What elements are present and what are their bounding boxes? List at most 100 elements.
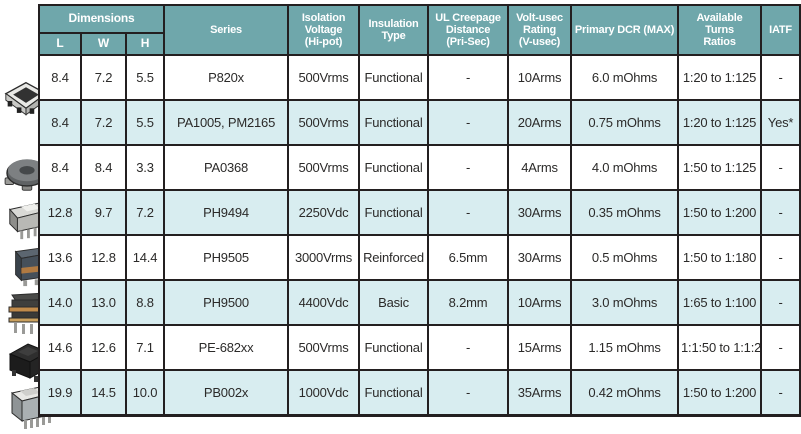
cell-isolation: 500Vrms bbox=[287, 99, 361, 146]
cell-insulation: Basic bbox=[358, 279, 430, 326]
cell-l: 19.9 bbox=[38, 369, 82, 417]
cell-dcr: 0.75 mOhms bbox=[570, 99, 680, 146]
header-turns-ratios: Available Turns Ratios bbox=[677, 4, 763, 56]
header-l: L bbox=[38, 32, 82, 56]
header-dimensions: Dimensions bbox=[37, 4, 166, 34]
cell-creepage: - bbox=[427, 324, 510, 371]
header-w: W bbox=[80, 32, 127, 56]
cell-creepage: 8.2mm bbox=[427, 279, 510, 326]
cell-creepage: - bbox=[427, 144, 510, 191]
cell-h: 5.5 bbox=[124, 99, 166, 146]
header-series: Series bbox=[163, 4, 290, 56]
cell-iatf: - bbox=[760, 144, 801, 191]
cell-volt-usec: 20Arms bbox=[507, 99, 573, 146]
cell-series: PH9500 bbox=[163, 279, 290, 326]
header-iatf: IATF bbox=[760, 4, 801, 56]
cell-iatf: - bbox=[760, 189, 801, 236]
cell-series: PH9494 bbox=[163, 189, 290, 236]
table-row: 8.4 7.2 5.5 P820x 500Vrms Functional - 1… bbox=[38, 54, 801, 101]
cell-creepage: 6.5mm bbox=[427, 234, 510, 281]
cell-l: 8.4 bbox=[38, 144, 82, 191]
header-ul-creepage: UL Creepage Distance (Pri-Sec) bbox=[427, 4, 510, 56]
cell-dcr: 3.0 mOhms bbox=[570, 279, 680, 326]
cell-iatf: - bbox=[760, 324, 801, 371]
cell-series: P820x bbox=[163, 54, 290, 101]
cell-isolation: 4400Vdc bbox=[287, 279, 361, 326]
cell-isolation: 3000Vrms bbox=[287, 234, 361, 281]
cell-isolation: 2250Vdc bbox=[287, 189, 361, 236]
cell-turns: 1:1:50 to 1:1:200 bbox=[677, 324, 763, 371]
cell-h: 7.1 bbox=[124, 324, 166, 371]
cell-l: 14.0 bbox=[38, 279, 82, 326]
table-row: 12.8 9.7 7.2 PH9494 2250Vdc Functional -… bbox=[38, 189, 801, 236]
cell-w: 9.7 bbox=[80, 189, 127, 236]
cell-w: 14.5 bbox=[80, 369, 127, 417]
cell-isolation: 500Vrms bbox=[287, 144, 361, 191]
cell-volt-usec: 4Arms bbox=[507, 144, 573, 191]
cell-l: 8.4 bbox=[38, 54, 82, 101]
cell-h: 14.4 bbox=[124, 234, 166, 281]
cell-series: PE-682xx bbox=[163, 324, 290, 371]
header-insulation-type: Insulation Type bbox=[358, 4, 430, 56]
cell-turns: 1:20 to 1:125 bbox=[677, 99, 763, 146]
header-primary-dcr: Primary DCR (MAX) bbox=[570, 4, 680, 56]
cell-turns: 1:50 to 1:200 bbox=[677, 369, 763, 417]
cell-turns: 1:50 to 1:180 bbox=[677, 234, 763, 281]
transformer-spec-table: Dimensions Series Isolation Voltage (Hi-… bbox=[37, 4, 801, 417]
cell-insulation: Functional bbox=[358, 54, 430, 101]
cell-h: 8.8 bbox=[124, 279, 166, 326]
header-h: H bbox=[124, 32, 166, 56]
cell-iatf: - bbox=[760, 234, 801, 281]
cell-series: PA1005, PM2165 bbox=[163, 99, 290, 146]
cell-dcr: 1.15 mOhms bbox=[570, 324, 680, 371]
cell-w: 12.6 bbox=[80, 324, 127, 371]
cell-turns: 1:20 to 1:125 bbox=[677, 54, 763, 101]
cell-l: 14.6 bbox=[38, 324, 82, 371]
cell-series: PH9505 bbox=[163, 234, 290, 281]
cell-creepage: - bbox=[427, 369, 510, 417]
header-isolation-voltage: Isolation Voltage (Hi-pot) bbox=[287, 4, 361, 56]
cell-dcr: 4.0 mOhms bbox=[570, 144, 680, 191]
cell-dcr: 0.42 mOhms bbox=[570, 369, 680, 417]
cell-volt-usec: 30Arms bbox=[507, 189, 573, 236]
cell-isolation: 500Vrms bbox=[287, 54, 361, 101]
cell-volt-usec: 10Arms bbox=[507, 54, 573, 101]
cell-insulation: Functional bbox=[358, 144, 430, 191]
cell-w: 13.0 bbox=[80, 279, 127, 326]
cell-h: 7.2 bbox=[124, 189, 166, 236]
cell-series: PB002x bbox=[163, 369, 290, 417]
cell-turns: 1:50 to 1:200 bbox=[677, 189, 763, 236]
cell-series: PA0368 bbox=[163, 144, 290, 191]
cell-iatf: - bbox=[760, 54, 801, 101]
cell-volt-usec: 10Arms bbox=[507, 279, 573, 326]
cell-l: 13.6 bbox=[38, 234, 82, 281]
cell-iatf: - bbox=[760, 369, 801, 417]
table-row: 8.4 7.2 5.5 PA1005, PM2165 500Vrms Funct… bbox=[38, 99, 801, 146]
cell-w: 8.4 bbox=[80, 144, 127, 191]
cell-isolation: 1000Vdc bbox=[287, 369, 361, 417]
cell-volt-usec: 30Arms bbox=[507, 234, 573, 281]
table-row: 19.9 14.5 10.0 PB002x 1000Vdc Functional… bbox=[38, 369, 801, 417]
cell-w: 12.8 bbox=[80, 234, 127, 281]
table-row: 14.0 13.0 8.8 PH9500 4400Vdc Basic 8.2mm… bbox=[38, 279, 801, 326]
cell-iatf: Yes* bbox=[760, 99, 801, 146]
cell-h: 10.0 bbox=[124, 369, 166, 417]
cell-creepage: - bbox=[427, 99, 510, 146]
cell-turns: 1:50 to 1:125 bbox=[677, 144, 763, 191]
cell-insulation: Functional bbox=[358, 324, 430, 371]
cell-creepage: - bbox=[427, 54, 510, 101]
cell-dcr: 0.5 mOhms bbox=[570, 234, 680, 281]
cell-iatf: - bbox=[760, 279, 801, 326]
cell-dcr: 0.35 mOhms bbox=[570, 189, 680, 236]
cell-l: 12.8 bbox=[38, 189, 82, 236]
cell-volt-usec: 35Arms bbox=[507, 369, 573, 417]
cell-dcr: 6.0 mOhms bbox=[570, 54, 680, 101]
cell-w: 7.2 bbox=[80, 99, 127, 146]
cell-insulation: Functional bbox=[358, 99, 430, 146]
cell-w: 7.2 bbox=[80, 54, 127, 101]
table-row: 13.6 12.8 14.4 PH9505 3000Vrms Reinforce… bbox=[38, 234, 801, 281]
cell-h: 5.5 bbox=[124, 54, 166, 101]
cell-volt-usec: 15Arms bbox=[507, 324, 573, 371]
cell-insulation: Functional bbox=[358, 369, 430, 417]
